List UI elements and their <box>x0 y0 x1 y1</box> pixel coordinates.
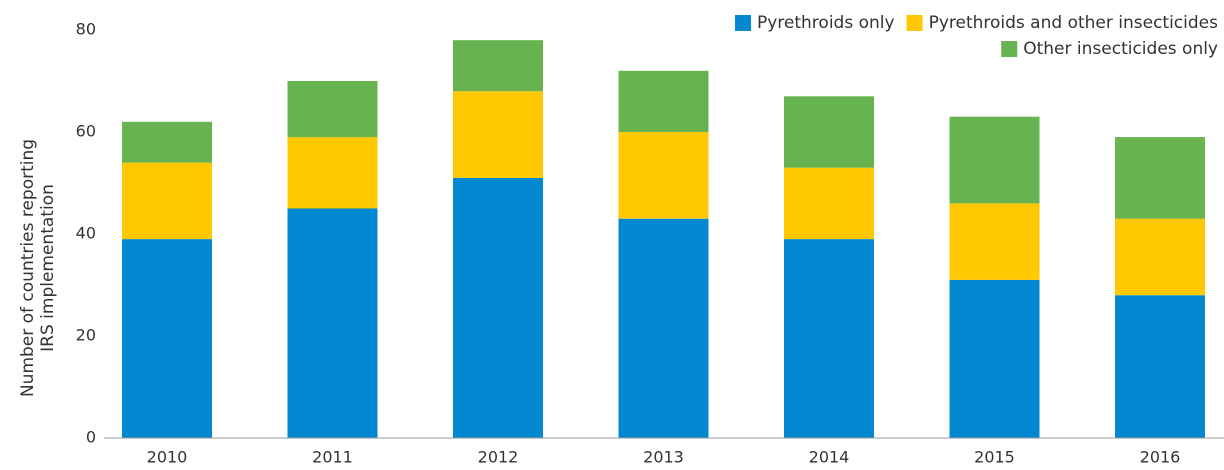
legend-swatch <box>1001 41 1018 57</box>
x-tick-label: 2013 <box>643 448 684 467</box>
bar-segment <box>949 203 1040 280</box>
y-tick-label: 80 <box>76 20 96 39</box>
bar-segment <box>453 177 543 438</box>
bar-segment <box>122 239 212 438</box>
legend-swatch <box>906 15 923 31</box>
bar-segment <box>1115 218 1205 296</box>
bar-segment <box>453 40 543 92</box>
bar-segment <box>287 137 378 209</box>
y-axis-title-line: Number of countries reporting <box>18 139 38 397</box>
y-tick-label: 40 <box>76 224 96 243</box>
bar-segment <box>784 96 874 168</box>
x-tick-label: 2010 <box>147 448 188 467</box>
legend-label: Other insecticides only <box>1023 39 1218 59</box>
bar-segment <box>618 70 709 132</box>
bar-segment <box>949 116 1040 204</box>
y-tick-label: 20 <box>76 326 96 345</box>
y-axis-title: Number of countries reporting IRS implem… <box>18 139 58 397</box>
x-tick-label: 2011 <box>312 448 353 467</box>
x-tick-label: 2012 <box>478 448 519 467</box>
bar-segment <box>287 208 378 438</box>
bar-segment <box>618 132 709 219</box>
bar-segment <box>122 162 212 240</box>
x-tick-label: 2016 <box>1140 448 1181 467</box>
y-tick-label: 60 <box>76 122 96 141</box>
bar-segment <box>949 279 1040 438</box>
legend-label: Pyrethroids and other insecticides <box>929 13 1219 33</box>
bar-segment <box>287 81 378 138</box>
x-tick-label: 2014 <box>809 448 850 467</box>
x-tick-label: 2015 <box>974 448 1015 467</box>
bar-segment <box>122 121 212 163</box>
bar-segment <box>453 91 543 178</box>
bar-segment <box>1115 295 1205 438</box>
y-tick-label: 0 <box>86 428 96 447</box>
legend-swatch <box>734 15 751 31</box>
bar-segment <box>618 218 709 438</box>
bar-segment <box>784 167 874 240</box>
bar-segment <box>784 239 874 438</box>
bar-segment <box>1115 137 1205 219</box>
legend-label: Pyrethroids only <box>757 13 895 33</box>
y-axis-title-line: IRS implementation <box>38 184 58 352</box>
